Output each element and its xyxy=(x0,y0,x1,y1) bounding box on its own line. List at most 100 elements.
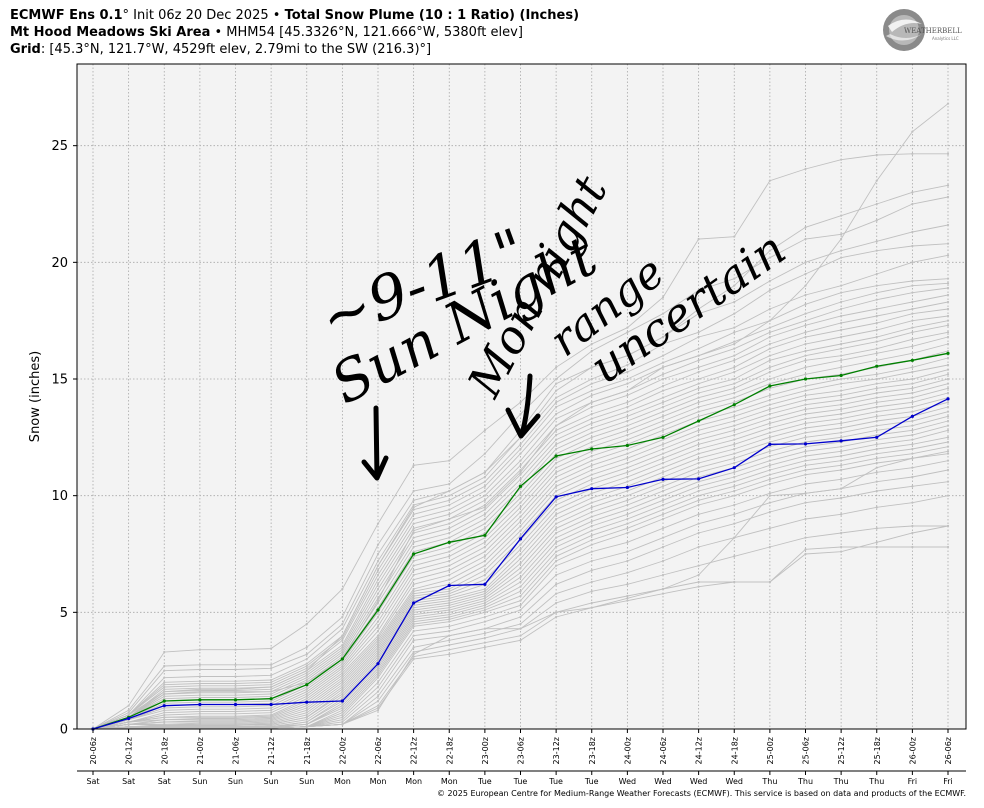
data-point xyxy=(626,489,629,493)
data-point xyxy=(305,676,308,679)
data-point xyxy=(376,597,380,600)
data-point xyxy=(376,601,380,605)
data-point xyxy=(733,503,736,507)
data-point xyxy=(448,618,451,621)
data-point xyxy=(127,716,131,721)
data-point xyxy=(590,487,594,491)
data-point xyxy=(305,706,308,710)
data-point xyxy=(341,716,344,719)
data-point xyxy=(590,529,593,532)
data-point xyxy=(555,555,558,558)
data-point xyxy=(697,471,700,474)
x-tick-label: 24-00z xyxy=(623,737,632,764)
data-point xyxy=(448,611,451,614)
data-point xyxy=(768,387,771,390)
data-point xyxy=(590,377,593,381)
data-point xyxy=(840,314,843,318)
data-point xyxy=(198,684,201,687)
data-point xyxy=(768,473,771,476)
data-point xyxy=(697,382,700,385)
data-point xyxy=(198,696,201,699)
data-point xyxy=(911,352,914,355)
data-point xyxy=(305,674,308,677)
data-point xyxy=(768,482,771,486)
data-point xyxy=(519,482,522,486)
data-point xyxy=(448,653,451,656)
location-details: • MHM54 [45.3326°N, 121.666°W, 5380ft el… xyxy=(210,25,523,40)
data-point xyxy=(448,499,451,502)
data-point xyxy=(946,349,950,353)
data-point xyxy=(234,710,237,713)
data-point xyxy=(483,578,486,581)
data-point xyxy=(768,359,771,362)
data-point xyxy=(555,417,558,420)
x-tick-label: 21-06z xyxy=(232,737,241,764)
data-point xyxy=(448,527,451,530)
data-point xyxy=(626,480,629,483)
data-point xyxy=(412,545,415,549)
data-point xyxy=(946,223,950,227)
data-point xyxy=(697,387,700,390)
data-point xyxy=(911,433,914,437)
data-point xyxy=(519,496,522,500)
data-point xyxy=(840,450,843,453)
data-point xyxy=(555,452,558,455)
data-point xyxy=(840,291,843,294)
data-point xyxy=(840,417,843,420)
data-point xyxy=(804,394,807,397)
x-tick-label: 24-06z xyxy=(659,737,668,764)
data-point xyxy=(697,377,700,381)
data-point xyxy=(376,648,380,651)
data-point xyxy=(519,585,522,588)
data-point xyxy=(590,524,593,528)
data-point xyxy=(733,443,736,446)
data-point xyxy=(555,412,558,416)
data-point xyxy=(626,331,629,334)
data-point xyxy=(804,366,807,369)
data-point xyxy=(483,533,487,537)
data-point xyxy=(483,480,486,483)
data-point xyxy=(733,419,736,423)
data-point xyxy=(946,405,950,409)
data-point xyxy=(519,492,522,495)
data-point xyxy=(198,708,201,711)
data-point xyxy=(911,345,914,348)
data-point xyxy=(163,709,166,712)
data-point xyxy=(626,597,629,600)
data-point xyxy=(483,569,486,572)
plot-area xyxy=(77,64,966,729)
data-point xyxy=(946,102,950,105)
data-point xyxy=(911,244,914,248)
data-point xyxy=(661,494,665,497)
data-point xyxy=(840,422,843,425)
x-tick-label: 22-18z xyxy=(445,737,454,764)
data-point xyxy=(804,403,807,406)
data-point xyxy=(625,485,629,490)
data-point xyxy=(840,256,843,259)
data-point xyxy=(911,284,914,287)
data-point xyxy=(412,550,415,553)
data-point xyxy=(626,377,629,381)
data-point xyxy=(626,382,629,385)
data-point xyxy=(804,412,807,416)
data-point xyxy=(163,702,166,705)
data-point xyxy=(234,696,237,699)
data-point xyxy=(483,611,486,614)
data-point xyxy=(946,415,950,418)
data-point xyxy=(483,508,486,511)
data-point xyxy=(555,461,558,465)
data-point xyxy=(519,471,522,474)
data-point xyxy=(697,580,700,584)
data-point xyxy=(412,590,415,593)
data-point xyxy=(341,706,344,710)
data-point xyxy=(483,522,486,525)
data-point xyxy=(733,312,736,315)
data-point xyxy=(555,457,558,460)
data-point xyxy=(768,417,771,420)
data-point xyxy=(448,590,451,593)
data-point xyxy=(804,517,807,521)
data-point xyxy=(804,492,807,495)
data-point xyxy=(412,583,415,586)
data-point xyxy=(590,515,593,518)
data-point xyxy=(483,471,486,474)
